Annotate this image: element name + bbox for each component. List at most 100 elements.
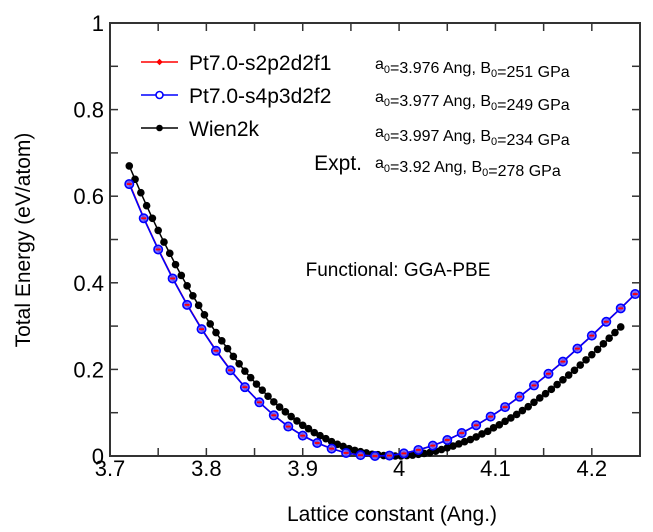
subscript: 0 [384, 64, 390, 76]
data-point [472, 433, 480, 441]
data-point [235, 359, 243, 368]
legend-label: Pt7.0-s2p2d2f1 [189, 52, 331, 75]
functional-annotation: Functional: GGA-PBE [306, 260, 491, 281]
expt-fit-text: a0=3.92 Ang, B0=278 GPa [375, 155, 561, 180]
data-point [281, 408, 290, 416]
data-point [564, 371, 573, 379]
legend-fit-text: a0=3.976 Ang, B0=251 GPa [375, 56, 570, 81]
data-point [316, 431, 324, 440]
data-point [495, 421, 504, 429]
data-point [547, 385, 556, 394]
data-point [246, 373, 255, 382]
data-point [570, 366, 579, 375]
data-point [489, 424, 498, 432]
data-point [304, 424, 313, 433]
data-point [599, 340, 608, 348]
data-point [229, 352, 238, 361]
data-point [200, 311, 209, 319]
data-point [322, 434, 330, 443]
data-point [541, 389, 550, 398]
data-point [518, 406, 527, 415]
expt-label: Expt. [314, 152, 362, 175]
data-point [483, 427, 492, 436]
legend-fit-text: a0=3.977 Ang, B0=249 GPa [375, 89, 570, 114]
series-pt7-0-s4p3d2f2 [124, 179, 641, 461]
fit-text-part: =3.976 Ang, [390, 60, 480, 77]
fit-text-part: =249 GPa [497, 97, 570, 114]
data-point [611, 328, 619, 337]
data-point [142, 201, 151, 210]
data-point [437, 445, 446, 454]
subscript: 0 [384, 97, 390, 109]
data-point [241, 367, 249, 375]
data-point [189, 291, 197, 300]
data-point [212, 328, 220, 337]
fit-text-part: =278 GPa [488, 163, 561, 180]
fit-text-part: =3.997 Ang, [390, 128, 480, 145]
legend-item: Wien2k a0=3.997 Ang, B0=234 GPa [141, 118, 570, 149]
data-point [177, 271, 186, 280]
data-point [616, 323, 625, 331]
y-tick-label: 1 [92, 11, 104, 36]
fit-text-part: =3.92 Ang, [390, 159, 471, 176]
series-line [128, 165, 622, 457]
subscript: 0 [491, 68, 497, 80]
legend-label: Wien2k [189, 118, 260, 141]
y-tick-label: 0.2 [73, 357, 104, 382]
legend-item: Pt7.0-s2p2d2f1 a0=3.976 Ang, B0=251 GPa [141, 52, 570, 81]
data-point [298, 421, 307, 430]
data-point [327, 437, 336, 446]
data-point [466, 435, 475, 444]
y-tick-label: 0.6 [73, 184, 104, 209]
fit-text-part: B [471, 159, 482, 176]
data-point [287, 412, 295, 421]
data-point [582, 356, 590, 364]
fit-text-part: =234 GPa [497, 132, 570, 149]
data-point [460, 437, 469, 446]
data-point [165, 249, 174, 258]
data-point [258, 386, 267, 394]
series-wien2k [125, 162, 625, 460]
legend-expt: Expt. a0=3.92 Ang, B0=278 GPa [314, 152, 561, 180]
x-tick-label: 3.7 [95, 456, 126, 481]
series-pt7-0-s2p2d2f1 [126, 180, 639, 459]
data-point [125, 162, 134, 170]
x-tick-label: 4.1 [480, 456, 511, 481]
x-axis-title: Lattice constant (Ang.) [287, 503, 497, 526]
data-point [605, 334, 613, 343]
legend-marker [156, 58, 163, 66]
x-tick-label: 3.8 [191, 456, 222, 481]
x-tick-label: 4.2 [577, 456, 608, 481]
data-point [478, 430, 486, 438]
data-point [449, 442, 457, 450]
data-point [455, 440, 463, 448]
fit-text-part: =251 GPa [497, 64, 570, 81]
legend-item: Pt7.0-s4p3d2f2 a0=3.977 Ang, B0=249 GPa [141, 85, 570, 114]
y-tick-label: 0.8 [73, 98, 104, 123]
subscript: 0 [384, 163, 390, 175]
data-point [501, 417, 509, 426]
data-point [293, 417, 301, 425]
legend-label: Pt7.0-s4p3d2f2 [189, 85, 331, 108]
legend: Pt7.0-s2p2d2f1 a0=3.976 Ang, B0=251 GPaPt… [141, 52, 570, 180]
data-point [524, 402, 533, 411]
fit-text-part: B [480, 93, 491, 110]
data-point [223, 344, 232, 353]
fit-text-part: B [480, 60, 491, 77]
data-point [559, 375, 567, 384]
fit-text-part: B [480, 128, 491, 145]
data-point [535, 394, 544, 402]
data-point [183, 282, 191, 290]
data-point [206, 320, 215, 328]
series-line [128, 183, 636, 457]
subscript: 0 [482, 167, 488, 179]
subscript: 0 [384, 132, 390, 144]
data-point [310, 428, 319, 437]
x-tick-label: 4 [393, 456, 405, 481]
data-point [576, 361, 585, 369]
fit-text-part: a [375, 89, 384, 106]
data-point [148, 214, 157, 223]
data-point [275, 403, 284, 411]
data-point [588, 350, 596, 359]
data-point [264, 392, 272, 401]
